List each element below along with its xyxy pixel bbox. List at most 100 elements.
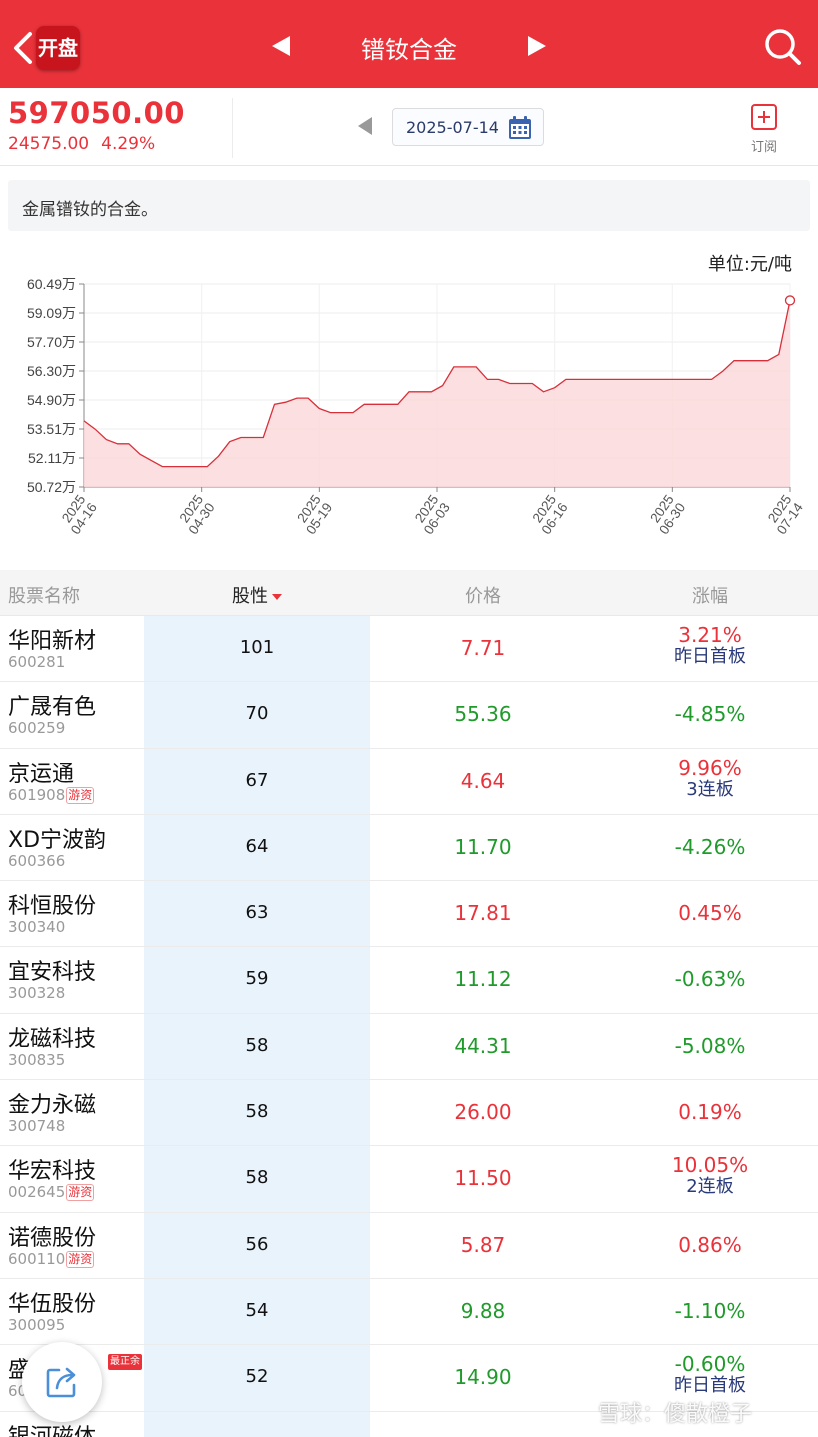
- stock-change-value: -5.08%: [674, 1033, 746, 1058]
- stock-price: 55.36: [454, 702, 512, 727]
- table-row[interactable]: XD宁波韵 600366 64 11.70 -4.26%: [0, 815, 818, 882]
- stock-change-value: -1.10%: [674, 1298, 746, 1323]
- series-line: [83, 300, 791, 468]
- y-tick-label: 57.70万: [27, 334, 76, 350]
- search-icon[interactable]: [762, 26, 802, 66]
- share-icon: [46, 1367, 76, 1398]
- y-tick-label: 59.09万: [27, 305, 76, 321]
- chevron-left-icon[interactable]: [8, 28, 38, 68]
- stock-price: 14.90: [454, 1365, 512, 1390]
- stock-code-value: 300340: [8, 918, 66, 937]
- price-change: 24575.00 4.29%: [8, 134, 167, 154]
- stock-price: 17.81: [454, 901, 512, 926]
- stock-price: 11.12: [454, 967, 512, 992]
- stock-price: 9.88: [460, 1298, 506, 1323]
- x-tick-label: 202506-03: [409, 492, 453, 537]
- hot-money-tag: 游资: [66, 786, 95, 804]
- stock-code: 600366: [8, 852, 65, 870]
- stock-change: 0.45%: [596, 901, 818, 925]
- subscribe-label[interactable]: 订阅: [750, 140, 777, 155]
- x-tick-label: 202506-30: [645, 492, 689, 537]
- stock-code-value: 600366: [8, 851, 66, 870]
- stock-table: 华阳新材 600281 101 7.71 3.21% 昨日首板广晟有色 600259 70 55…: [0, 616, 818, 1437]
- stock-price: 11.70: [454, 834, 512, 859]
- stock-property: 56: [245, 1233, 269, 1255]
- stock-code: 300328: [8, 984, 65, 1002]
- x-tick-label: 202506-16: [527, 492, 571, 537]
- stock-price: 44.31: [454, 1033, 512, 1058]
- table-row[interactable]: 广晟有色 600259 70 55.36 -4.85%: [0, 682, 818, 749]
- stock-property: 64: [245, 835, 269, 857]
- stock-name: 科恒股份: [8, 894, 97, 920]
- stock-price: 11.50: [454, 1166, 512, 1191]
- share-button[interactable]: [22, 1342, 102, 1422]
- top-bar: 开盘 镨钕合金: [0, 0, 818, 88]
- stock-name: 华宏科技: [8, 1159, 97, 1185]
- table-row[interactable]: 金力永磁 300748 58 26.00 0.19%: [0, 1080, 818, 1147]
- stock-code-value: 601908: [8, 785, 66, 804]
- calendar-icon: [509, 116, 531, 139]
- stock-name: 诺德股份: [8, 1225, 97, 1251]
- table-row[interactable]: 京运通 601908 游资 67 4.64 9.96% 3连板: [0, 749, 818, 815]
- header-stock-property[interactable]: 股性: [144, 582, 370, 608]
- sorted-column-highlight: [144, 570, 370, 1437]
- stock-code: 601908 游资: [8, 785, 95, 804]
- stock-property: 63: [245, 902, 269, 924]
- stock-change-value: 3.21%: [678, 623, 742, 647]
- header-change[interactable]: 涨幅: [692, 586, 728, 607]
- date-picker[interactable]: 2025-07-14: [392, 108, 544, 146]
- header-stock-name[interactable]: 股票名称: [8, 586, 80, 607]
- table-row[interactable]: 华宏科技 002645 游资 58 11.50 10.05% 2连板: [0, 1146, 818, 1213]
- stock-code-value: 300328: [8, 984, 66, 1003]
- stock-property: 70: [245, 703, 269, 725]
- stock-change: -4.26%: [596, 835, 818, 859]
- stock-name: 广晟有色: [8, 695, 97, 721]
- table-row[interactable]: 龙磁科技 300835 58 44.31 -5.08%: [0, 1014, 818, 1081]
- sort-desc-icon: [272, 594, 282, 600]
- limit-up-note: 3连板: [686, 778, 734, 800]
- table-row[interactable]: 银河磁体: [0, 1412, 818, 1437]
- stock-change: 10.05% 2连板: [596, 1154, 818, 1198]
- stock-code-value: 600281: [8, 653, 66, 671]
- description-box: 金属镨钕的合金。: [8, 180, 810, 231]
- previous-date-arrow[interactable]: [358, 117, 372, 135]
- stock-code: 300340: [8, 918, 65, 936]
- description-text: 金属镨钕的合金。: [22, 200, 158, 220]
- stock-code-value: 300748: [8, 1117, 66, 1136]
- stock-code: 600110 游资: [8, 1250, 95, 1268]
- stock-code-value: 300095: [8, 1315, 66, 1334]
- current-price: 597050.00: [8, 96, 185, 130]
- stock-code: 600259: [8, 719, 65, 737]
- stock-change-value: 0.45%: [678, 901, 742, 926]
- x-tick-label: 202504-16: [56, 492, 100, 537]
- stock-code-value: 002645: [8, 1183, 66, 1202]
- next-item-arrow[interactable]: [528, 36, 546, 56]
- stock-price: 5.87: [460, 1232, 506, 1257]
- open-market-badge[interactable]: 开盘: [36, 26, 80, 70]
- table-row[interactable]: 华伍股份 300095 54 9.88 -1.10%: [0, 1279, 818, 1346]
- stock-change: 0.86%: [596, 1233, 818, 1257]
- subscribe-icon[interactable]: [751, 104, 777, 130]
- y-tick-label: 60.49万: [27, 276, 76, 292]
- table-row[interactable]: 盛 60 最正余 52 14.90 -0.60% 昨日首板: [0, 1345, 818, 1412]
- table-row[interactable]: 宜安科技 300328 59 11.12 -0.63%: [0, 947, 818, 1014]
- stock-change-value: -4.26%: [674, 834, 746, 859]
- stock-change-value: 0.19%: [678, 1100, 742, 1125]
- table-row[interactable]: 诺德股份 600110 游资 56 5.87 0.86%: [0, 1213, 818, 1279]
- stock-property: 58: [245, 1167, 269, 1189]
- stock-change: -1.10%: [596, 1299, 818, 1323]
- stock-name: 华伍股份: [8, 1291, 97, 1317]
- hot-money-tag: 游资: [66, 1250, 95, 1268]
- table-row[interactable]: 华阳新材 600281 101 7.71 3.21% 昨日首板: [0, 616, 818, 683]
- stock-change-value: -0.60%: [674, 1352, 746, 1377]
- header-price[interactable]: 价格: [465, 586, 501, 607]
- hot-money-tag: 游资: [66, 1184, 95, 1202]
- table-row[interactable]: 科恒股份 300340 63 17.81 0.45%: [0, 881, 818, 948]
- chart-unit-label: 单位:元/吨: [707, 254, 792, 275]
- stock-change-value: -0.63%: [674, 967, 746, 992]
- stock-name: XD宁波韵: [8, 827, 107, 853]
- previous-item-arrow[interactable]: [272, 36, 290, 56]
- stock-property: 67: [245, 769, 269, 791]
- price-area-chart: 60.49万 59.09万 57.70万 56.30万 54.90万 53.51万 52.1…: [27, 276, 806, 537]
- stock-code: 002645 游资: [8, 1183, 95, 1202]
